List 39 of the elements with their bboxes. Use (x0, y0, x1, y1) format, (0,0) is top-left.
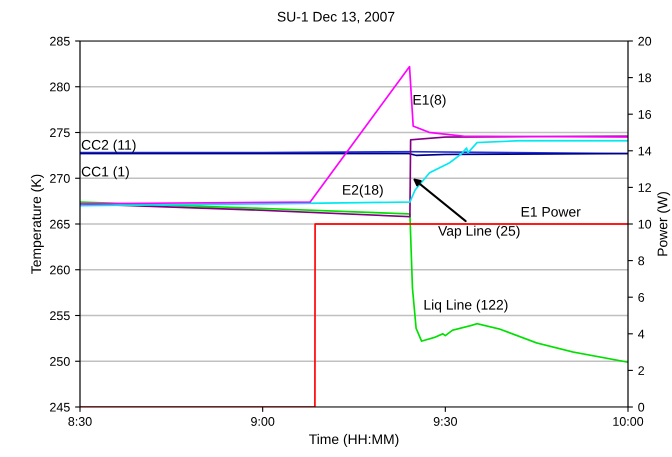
y2-tick-label: 2 (638, 366, 644, 375)
text: Vap Line (25) (438, 226, 520, 239)
y2-tick-label: 14 (638, 146, 652, 156)
y2-tick-label: 4 (638, 330, 644, 338)
y-tick-label: 280 (50, 82, 70, 92)
y-tick-label: 245 (50, 402, 70, 412)
x-axis-title: Time (HH:MM) (309, 434, 398, 447)
y-tick-label: 255 (50, 311, 70, 320)
x-tick-label: 10:00 (613, 417, 644, 426)
y-tick-label: 270 (50, 174, 70, 183)
series-label: CC1 (1) (82, 166, 129, 180)
series-label: E2(18) (343, 184, 383, 198)
y2-tick-label: 8 (638, 256, 644, 266)
chart-title: SU-1 Dec 13, 2007 (278, 12, 394, 24)
y-tick-label: 275 (50, 128, 70, 138)
x-tick-label: 9:00 (251, 417, 274, 426)
line-series (80, 66, 628, 205)
y2-tick-label: 20 (638, 36, 652, 46)
series-label: CC2 (11) (82, 140, 136, 153)
y2-tick-label: 16 (638, 110, 652, 119)
line-series (80, 140, 628, 207)
x-tick-label: 8:30 (68, 417, 92, 426)
y2-axis-title: Power (W) (657, 192, 670, 256)
series-label: Liq Line (122) (424, 300, 508, 312)
y2-tick-label: 10 (638, 220, 652, 229)
y-tick-label: 250 (50, 357, 70, 366)
y2-tick-label: 18 (638, 73, 652, 82)
series-label: E1(8) (414, 94, 446, 108)
line-series (80, 201, 628, 363)
y-tick-label: 285 (50, 36, 70, 46)
y-tick-label: 265 (50, 220, 70, 229)
y2-tick-label: 12 (638, 183, 651, 192)
y2-tick-label: 0 (638, 402, 644, 412)
series-label: E1 Power (522, 207, 581, 217)
y2-tick-label: 6 (638, 293, 644, 302)
x-tick-label: 9:30 (434, 417, 458, 426)
y-axis-title: Temperature (K) (30, 174, 44, 274)
line-series (80, 135, 628, 218)
y-tick-label: 260 (50, 266, 70, 274)
